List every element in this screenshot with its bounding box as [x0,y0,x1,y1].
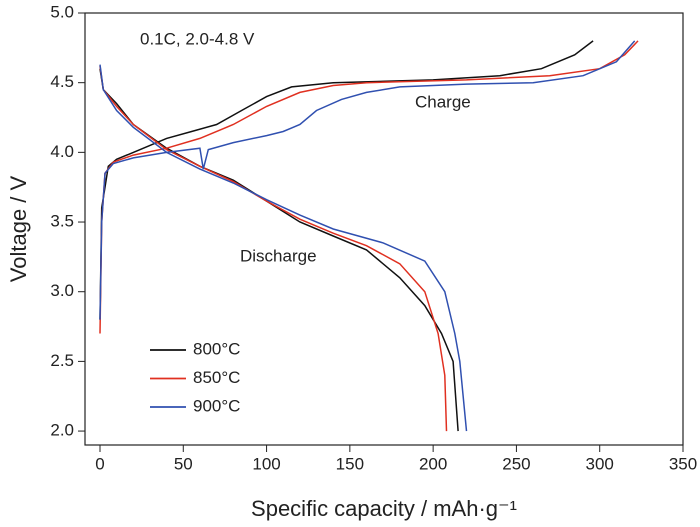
charge-note: Charge [415,92,471,111]
plot-frame [84,12,684,446]
y-axis-label: Voltage / V [6,175,31,282]
y-tick-label: 4.0 [50,142,74,161]
legend-label: 800°C [193,339,240,358]
y-tick-label: 3.5 [50,212,74,231]
curve [99,65,448,432]
x-tick-label: 250 [502,454,530,473]
x-tick-label: 50 [174,454,193,473]
x-tick-label: 200 [419,454,447,473]
x-axis-label: Specific capacity / mAh·g⁻¹ [251,496,517,521]
x-tick-label: 100 [252,454,280,473]
x-tick-label: 150 [336,454,364,473]
curve [99,40,636,320]
y-tick-label: 2.0 [50,421,74,440]
x-tick-label: 300 [586,454,614,473]
x-tick-label: 350 [669,454,697,473]
curve [99,40,639,334]
discharge-note: Discharge [240,246,317,265]
legend-label: 850°C [193,368,240,387]
y-tick-label: 3.0 [50,281,74,300]
y-tick-label: 4.5 [50,72,74,91]
legend-label: 900°C [193,396,240,415]
y-tick-label: 2.5 [50,351,74,370]
x-tick-label: 0 [95,454,104,473]
condition-note: 0.1C, 2.0-4.8 V [140,29,255,48]
y-tick-label: 5.0 [50,2,74,21]
curve [99,64,468,432]
